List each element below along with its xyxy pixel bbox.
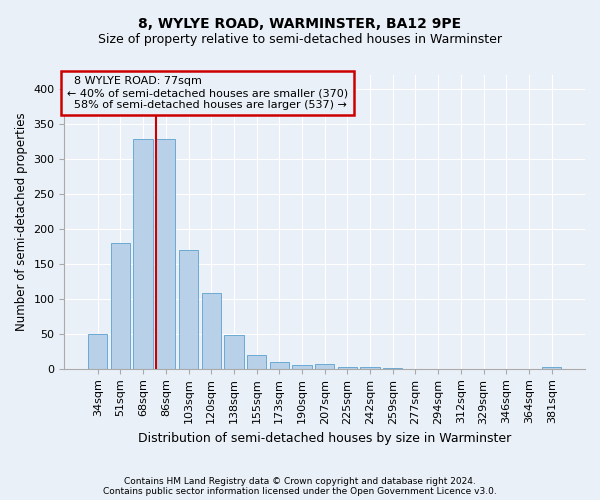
X-axis label: Distribution of semi-detached houses by size in Warminster: Distribution of semi-detached houses by …: [138, 432, 511, 445]
Bar: [269, 362, 289, 369]
Bar: [224, 335, 244, 369]
Text: Size of property relative to semi-detached houses in Warminster: Size of property relative to semi-detach…: [98, 32, 502, 46]
Bar: [247, 355, 266, 369]
Text: Contains HM Land Registry data © Crown copyright and database right 2024.: Contains HM Land Registry data © Crown c…: [124, 478, 476, 486]
Bar: [315, 364, 334, 369]
Bar: [179, 250, 198, 369]
Bar: [156, 140, 175, 369]
Bar: [202, 292, 221, 369]
Bar: [88, 334, 107, 369]
Text: 8 WYLYE ROAD: 77sqm
← 40% of semi-detached houses are smaller (370)
  58% of sem: 8 WYLYE ROAD: 77sqm ← 40% of semi-detach…: [67, 76, 348, 110]
Bar: [111, 243, 130, 369]
Bar: [542, 368, 562, 369]
Bar: [383, 368, 403, 369]
Bar: [292, 366, 311, 369]
Bar: [338, 368, 357, 369]
Y-axis label: Number of semi-detached properties: Number of semi-detached properties: [15, 112, 28, 331]
Bar: [133, 140, 153, 369]
Bar: [361, 368, 380, 369]
Text: 8, WYLYE ROAD, WARMINSTER, BA12 9PE: 8, WYLYE ROAD, WARMINSTER, BA12 9PE: [139, 18, 461, 32]
Text: Contains public sector information licensed under the Open Government Licence v3: Contains public sector information licen…: [103, 488, 497, 496]
